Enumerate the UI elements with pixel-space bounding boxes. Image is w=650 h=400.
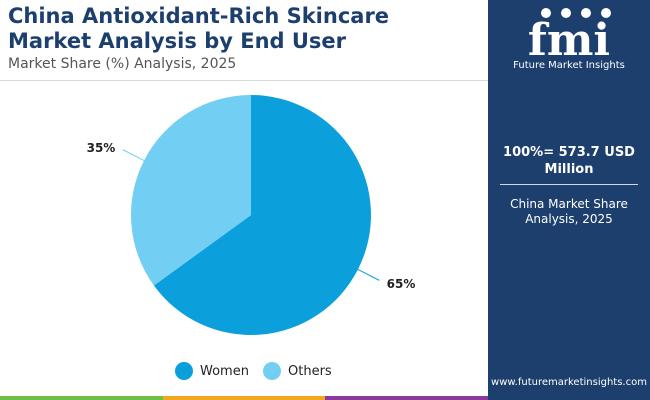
legend-label-women: Women: [200, 363, 249, 379]
bar-segment-green: [0, 396, 163, 400]
panel-divider: [500, 184, 638, 185]
bar-segment-orange: [162, 396, 325, 400]
legend-item-women: Women: [175, 362, 249, 380]
market-total: 100%= 573.7 USD Million: [503, 145, 635, 177]
pie-slice-women: [153, 95, 371, 335]
header-divider: [0, 80, 488, 81]
bottom-color-bar: [0, 396, 650, 400]
pie-chart: 65% 35%: [87, 95, 416, 335]
chart-title: China Antioxidant-Rich Skincare Market A…: [8, 4, 390, 53]
legend-label-others: Others: [288, 363, 332, 379]
website-link[interactable]: www.futuremarketinsights.com: [491, 377, 647, 388]
leader-line-others: [122, 149, 152, 165]
legend-item-others: Others: [263, 362, 332, 380]
bar-segment-purple: [325, 396, 488, 400]
leader-line-women: [350, 265, 380, 281]
data-label-women: 65%: [387, 277, 416, 291]
bar-segment-navy: [487, 396, 650, 400]
logo-wordmark: fmi: [528, 15, 610, 66]
legend-swatch-women: [175, 362, 193, 380]
legend-swatch-others: [263, 362, 281, 380]
chart-subtitle: Market Share (%) Analysis, 2025: [8, 56, 237, 72]
summary-panel: fmi Future Market Insights 100%= 573.7 U…: [488, 0, 650, 400]
legend: Women Others: [0, 362, 488, 382]
pie-slice-others: [130, 95, 251, 286]
logo-subtitle: Future Market Insights: [513, 60, 625, 71]
panel-note: China Market Share Analysis, 2025: [510, 197, 628, 226]
data-label-others: 35%: [87, 141, 116, 155]
fmi-logo: fmi: [528, 8, 611, 66]
